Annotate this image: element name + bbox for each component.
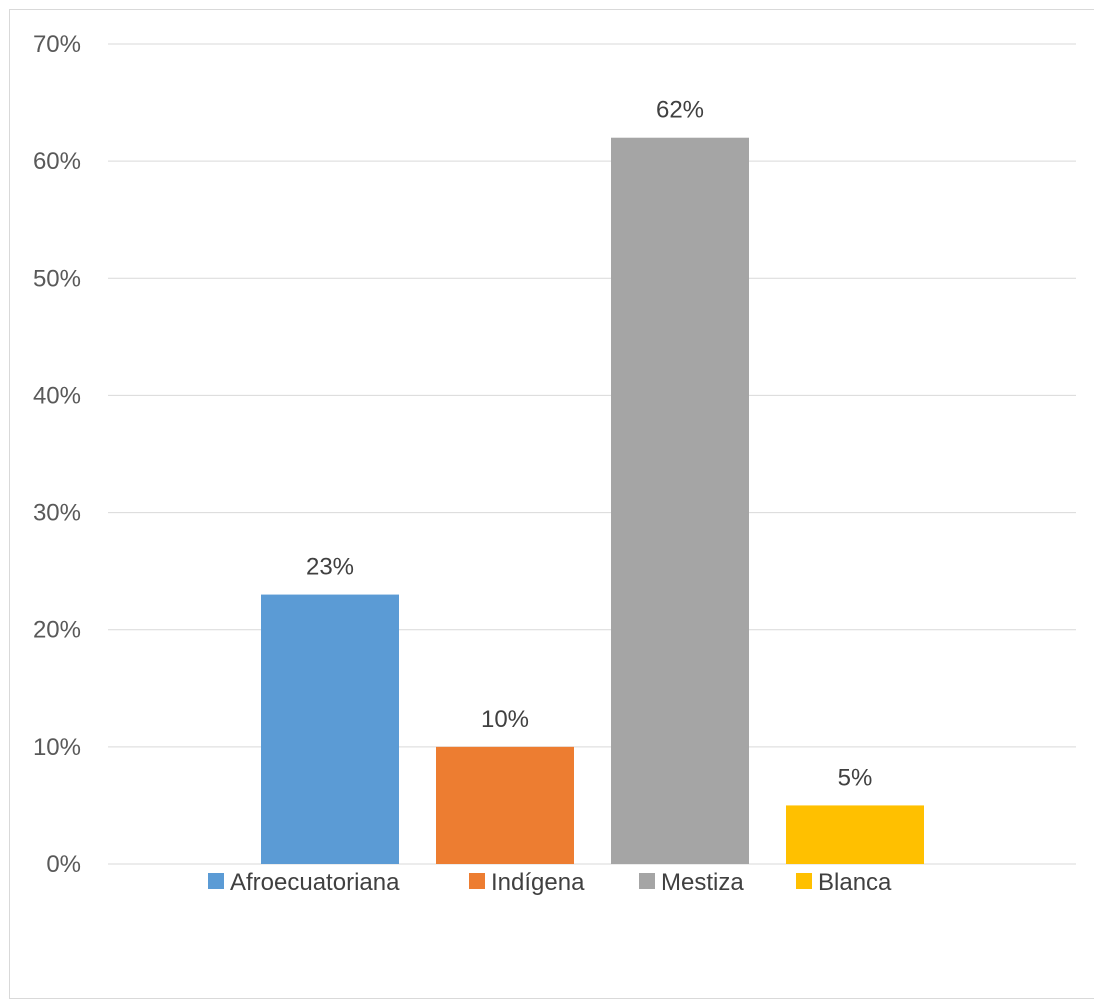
y-tick-label: 30% — [33, 500, 81, 527]
y-tick-label: 60% — [33, 148, 81, 175]
legend-item: Blanca — [796, 869, 892, 896]
y-tick-label: 10% — [33, 734, 81, 761]
y-tick-label: 40% — [33, 382, 81, 409]
data-label: 62% — [656, 97, 704, 124]
y-axis-tick-labels: 0% 10% 20% 30% 40% 50% 60% 70% — [33, 31, 81, 878]
bar-mestiza — [611, 137, 749, 864]
bar-afroecuatoriana — [261, 594, 399, 864]
legend-swatch — [639, 873, 655, 889]
bars — [261, 137, 924, 864]
legend-swatch — [469, 873, 485, 889]
bar-indígena — [436, 746, 574, 864]
legend-label: Indígena — [491, 869, 585, 896]
y-tick-label: 20% — [33, 617, 81, 644]
legend-item: Afroecuatoriana — [208, 869, 400, 896]
legend-swatch — [208, 873, 224, 889]
bar-blanca — [786, 805, 924, 864]
y-tick-label: 70% — [33, 31, 81, 58]
legend-item: Mestiza — [639, 869, 744, 896]
gridlines — [108, 43, 1076, 865]
data-label: 10% — [481, 706, 529, 733]
data-label: 5% — [838, 764, 873, 791]
y-tick-label: 0% — [46, 851, 81, 878]
legend: Afroecuatoriana Indígena Mestiza Blanca — [208, 869, 892, 896]
legend-swatch — [796, 873, 812, 889]
legend-label: Blanca — [818, 869, 892, 896]
legend-label: Mestiza — [661, 869, 744, 896]
legend-label: Afroecuatoriana — [230, 869, 400, 896]
legend-item: Indígena — [469, 869, 585, 896]
y-tick-label: 50% — [33, 265, 81, 292]
data-label: 23% — [306, 554, 354, 581]
data-labels: 23% 10% 62% 5% — [306, 97, 872, 792]
